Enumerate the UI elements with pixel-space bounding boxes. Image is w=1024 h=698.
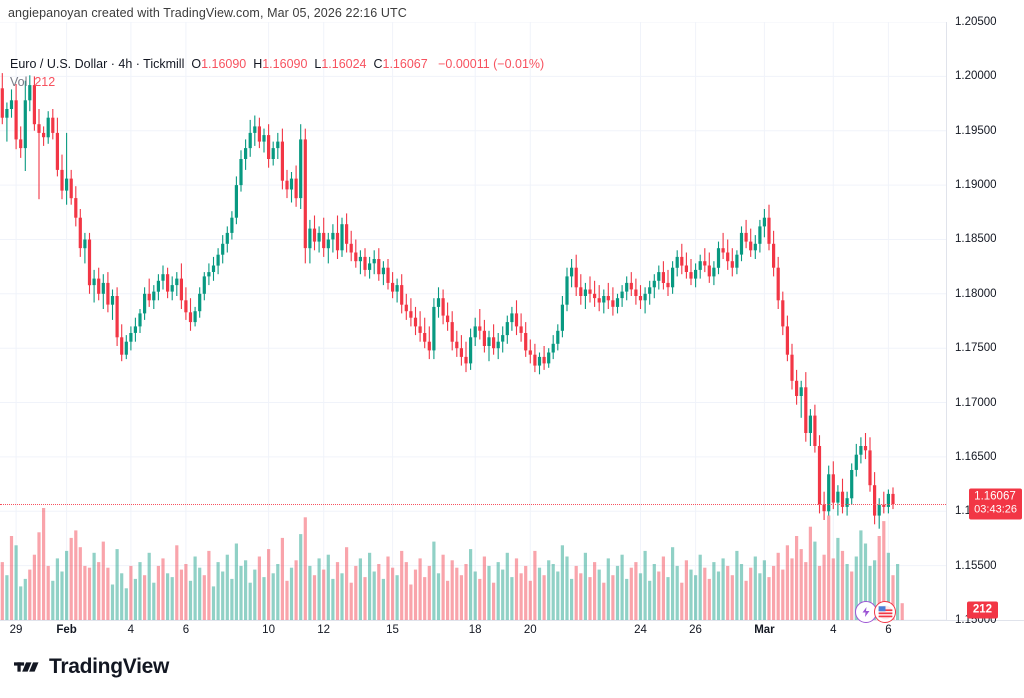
candlestick-svg [0,22,946,620]
time-axis-tick: 20 [523,624,537,636]
price-axis-tick: 1.19500 [955,124,997,137]
footer-bar: TradingView [0,645,1024,698]
price-axis-tick: 1.17000 [955,396,997,409]
time-axis-tick: Mar [754,624,775,636]
us-flag-icon[interactable] [874,601,896,623]
price-axis-tick: 1.18000 [955,287,997,300]
volume-badge[interactable]: 212 [966,601,998,619]
time-axis-tick: 15 [386,624,399,636]
open-value: 1.16090 [201,57,247,71]
open-label: O [191,57,202,71]
time-axis-tick: 18 [468,624,482,636]
current-price-line [0,503,946,505]
chart-status-icons[interactable] [855,601,896,623]
price-axis-tick: 1.18500 [955,233,997,246]
time-axis-tick: Feb [56,624,77,636]
volume-value: 212 [34,75,56,89]
tradingview-mark-icon [14,662,39,672]
price-axis[interactable]: 1.20500 1.20000 1.19500 1.19000 1.18500 1.180… [947,16,1024,626]
high-label: H [253,57,263,71]
price-axis-tick: 1.20000 [955,70,997,83]
legend-sep-1: · [107,57,119,71]
legend-symbol[interactable]: Euro / U.S. Dollar [10,57,108,71]
price-axis-tick: 1.19000 [955,179,997,192]
time-axis-tick: 4 [830,624,837,636]
chart-legend[interactable]: Euro / U.S. Dollar · 4h · Tickmill O1.16… [10,56,544,91]
price-axis-tick: 1.17500 [955,342,997,355]
close-value: 1.16067 [382,57,428,71]
low-value: 1.16024 [321,57,367,71]
time-axis-tick: 6 [885,624,892,636]
legend-row-ohlc: Euro / U.S. Dollar · 4h · Tickmill O1.16… [10,56,544,73]
time-axis-tick: 10 [262,624,275,636]
price-axis-tick: 1.15500 [955,559,997,572]
volume-label: Vol [10,75,28,89]
high-value: 1.16090 [262,57,308,71]
time-axis[interactable]: 29 Feb 4 6 10 12 15 18 20 24 26 Mar 4 6 [0,621,946,642]
lightning-bolt-icon[interactable] [855,601,877,623]
time-axis-tick: 6 [182,624,190,636]
price-axis-tick: 1.20500 [955,16,997,28]
chart-plot-area[interactable] [0,22,946,620]
price-change: −0.00011 (−0.01%) [438,57,545,71]
close-label: C [373,57,383,71]
time-axis-separator [0,620,1024,621]
price-axis-separator [946,22,947,620]
tradingview-wordmark: TradingView [49,655,170,678]
legend-exchange: Tickmill [143,57,185,71]
current-price-value: 1.16067 [974,490,1016,503]
watermark-text: angiepanoyan created with TradingView.co… [8,6,407,20]
time-axis-tick: 12 [317,624,331,636]
chart-container[interactable]: 1.20500 1.20000 1.19500 1.19000 1.18500 1.180… [0,16,1024,642]
low-label: L [314,57,322,71]
time-axis-tick: 26 [689,624,702,636]
time-axis-tick: 4 [127,624,135,636]
time-axis-tick: 24 [634,624,647,636]
legend-row-volume: Vol 212 [10,74,544,91]
bar-countdown: 03:43:26 [974,503,1017,516]
price-axis-tick: 1.16500 [955,450,997,463]
time-axis-tick: 29 [9,624,23,636]
tradingview-logo[interactable]: TradingView [14,655,169,679]
legend-interval[interactable]: 4h [118,57,133,71]
current-price-badge[interactable]: 1.16067 03:43:26 [969,488,1022,520]
legend-sep-2: · [132,57,144,71]
